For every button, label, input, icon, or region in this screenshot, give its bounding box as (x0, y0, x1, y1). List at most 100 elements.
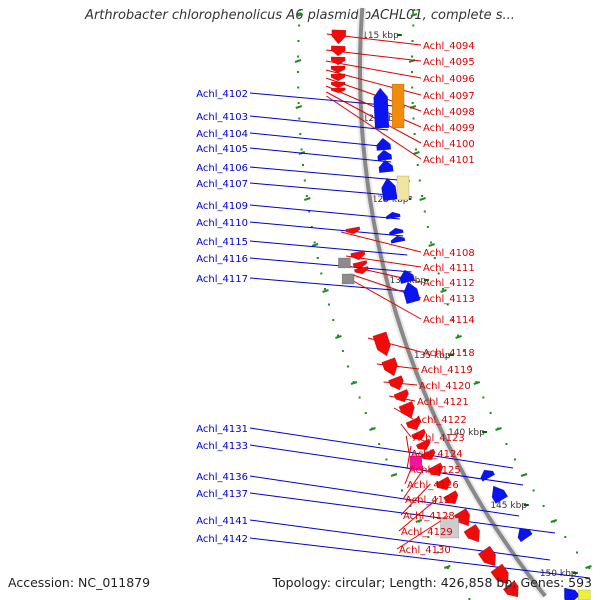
outer-tick-dot (302, 164, 304, 166)
right-gene-label: Achl_4094 (423, 41, 475, 52)
right-gene-label: Achl_4096 (423, 74, 475, 85)
outer-tick-dot (347, 365, 350, 368)
left-gene-label: Achl_4141 (196, 516, 248, 527)
inner-tick-dot (564, 536, 567, 538)
left-gene-label: Achl_4109 (196, 201, 248, 212)
tick-dash (410, 13, 418, 17)
outer-tick-dot (297, 40, 300, 42)
red-gene-arrow (443, 490, 459, 505)
blue-gene-arrow (377, 149, 393, 161)
left-label-line (249, 115, 389, 131)
tick-dash (350, 381, 358, 385)
right-gene-label: Achl_4111 (423, 263, 475, 274)
tick-dash (440, 289, 447, 293)
left-gene-label: Achl_4110 (196, 218, 248, 229)
red-gene-arrow (330, 81, 346, 89)
left-label-line (249, 427, 514, 469)
inner-tick-dot (446, 303, 449, 306)
inner-tick-dot (489, 412, 492, 414)
left-gene-label: Achl_4115 (196, 237, 248, 248)
tick-label: 140 kbp (448, 428, 485, 438)
inner-tick-dot (475, 381, 478, 383)
outer-tick-dot (332, 319, 335, 321)
inner-tick-dot (514, 458, 516, 461)
tick-dash (296, 13, 304, 17)
outer-tick-dot (324, 288, 326, 290)
left-label-line (249, 147, 392, 163)
left-gene-label: Achl_4133 (196, 441, 248, 452)
inner-tick-dot (542, 505, 545, 507)
left-gene-label: Achl_4142 (196, 534, 248, 545)
pale-yellow-gene-box (396, 175, 410, 201)
blue-gene-arrow (491, 485, 509, 504)
red-gene-arrow (345, 226, 361, 235)
red-gene-arrow (330, 87, 346, 94)
outer-tick-dot (328, 303, 330, 306)
inner-tick-dot (421, 195, 424, 197)
right-label-line (351, 279, 422, 320)
right-gene-label: Achl_4123 (413, 433, 465, 444)
left-label-line (249, 277, 417, 293)
red-gene-arrow (331, 29, 347, 45)
tick-dash (322, 289, 329, 293)
right-label-line (325, 60, 422, 79)
left-gene-label: Achl_4104 (196, 129, 248, 140)
red-gene-arrow (477, 545, 496, 567)
blue-gene-arrow (388, 227, 404, 236)
backbone-arc (358, 7, 547, 598)
red-gene-arrow (388, 375, 404, 391)
blue-gene-arrow (373, 87, 390, 129)
inner-tick-dot (433, 257, 436, 259)
inner-tick-dot (430, 241, 433, 244)
right-gene-label: Achl_4130 (399, 545, 451, 556)
right-gene-label: Achl_4126 (407, 480, 459, 491)
red-gene-arrow (330, 45, 346, 57)
inner-tick-dot (532, 489, 535, 492)
inner-tick-dot (411, 71, 413, 73)
red-gene-arrow (398, 400, 415, 419)
left-gene-label: Achl_4117 (196, 274, 248, 285)
blue-gene-arrow (385, 211, 401, 220)
outer-tick-dot (297, 86, 300, 89)
left-label-line (249, 257, 412, 273)
outer-tick-dot (378, 443, 381, 445)
right-label-line (326, 95, 422, 160)
tick-dash (335, 335, 342, 339)
left-label-line (249, 475, 520, 517)
tick-dash (585, 565, 592, 569)
gray-gene-box (341, 273, 355, 285)
outer-tick-dot (337, 334, 339, 337)
tick-dash (428, 243, 436, 247)
inner-tick-dot (482, 396, 485, 399)
inner-tick-dot (576, 551, 578, 554)
right-gene-label: Achl_4099 (423, 123, 475, 134)
outer-tick-dot (313, 241, 316, 244)
outer-tick-dot (409, 505, 412, 507)
red-gene-arrow (463, 523, 480, 543)
labels-group: Achl_4102 Achl_4103 Achl_4104 Achl_4105 Achl… (196, 41, 474, 556)
left-label-line (249, 204, 400, 220)
yellow-gene-box (577, 589, 591, 600)
gene-features-group (330, 29, 591, 600)
outer-tick-dot (320, 272, 323, 275)
inner-tick-dot (416, 164, 419, 166)
inner-tick-dot (415, 148, 417, 151)
outer-tick-dot (298, 117, 301, 120)
inner-tick-dot (442, 288, 444, 290)
right-gene-label: Achl_4120 (419, 381, 471, 392)
outer-tick-dot (297, 102, 300, 104)
red-gene-arrow (330, 73, 346, 82)
outer-tick-dot (364, 412, 367, 414)
outer-tick-dot (457, 582, 460, 585)
right-gene-label: Achl_4113 (423, 294, 475, 305)
red-gene-arrow (405, 416, 421, 431)
left-gene-label: Achl_4105 (196, 144, 248, 155)
left-gene-label: Achl_4106 (196, 163, 248, 174)
left-label-line (249, 221, 404, 237)
inner-tick-dot (426, 226, 429, 228)
inner-tick-dot (411, 102, 414, 104)
left-label-line (249, 132, 390, 148)
outer-tick-dot (308, 210, 311, 213)
topology-summary: Topology: circular; Length: 426,858 bp; … (272, 575, 593, 590)
